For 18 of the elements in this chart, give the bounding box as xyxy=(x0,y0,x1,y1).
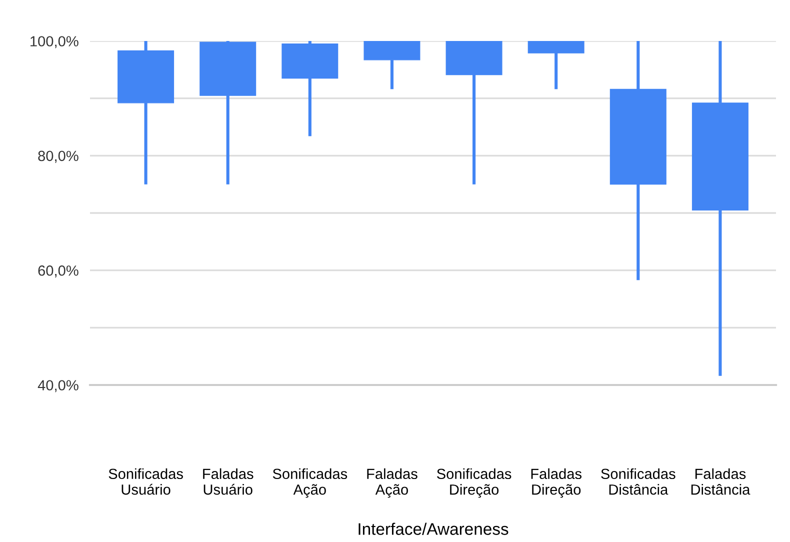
x-tick-label: Sonificadas Usuário xyxy=(108,468,183,495)
candlestick xyxy=(282,41,338,136)
x-tick-label: Sonificadas Ação xyxy=(272,468,348,498)
candlestick xyxy=(118,41,174,184)
y-tick-label: 40,0% xyxy=(38,380,78,392)
candlestick xyxy=(692,41,748,376)
y-tick-label: 60,0% xyxy=(38,265,78,278)
x-tick-label: Sonificadas Direção xyxy=(436,468,512,498)
x-tick-label: Sonificadas Distância xyxy=(601,468,676,495)
y-tick-label: 100,0% xyxy=(30,36,78,48)
x-tick-label: Faladas Direção xyxy=(531,468,582,498)
x-tick-label: Faladas Usuário xyxy=(203,468,254,495)
candlestick xyxy=(610,41,666,280)
x-tick-label: Faladas Distância xyxy=(691,468,750,495)
x-axis-title: Interface/Awareness xyxy=(358,522,508,535)
candlestick xyxy=(200,41,256,184)
y-tick-label: 80,0% xyxy=(38,150,78,163)
x-tick-label: Faladas Ação xyxy=(367,468,418,498)
